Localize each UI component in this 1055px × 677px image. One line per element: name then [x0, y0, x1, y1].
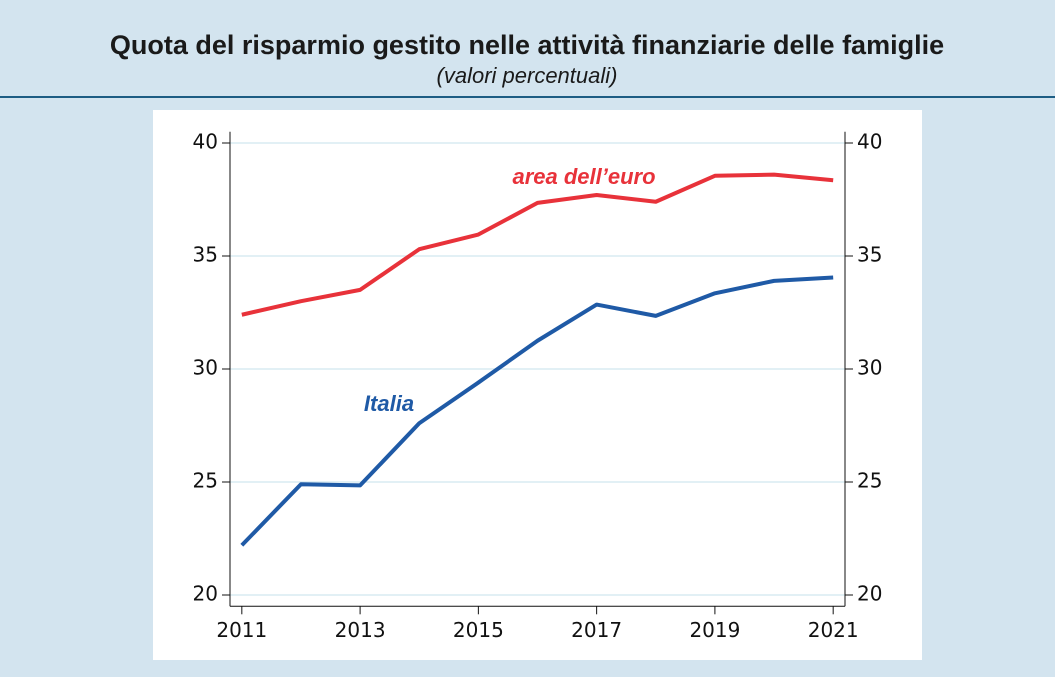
y2-tick-label: 20	[857, 582, 882, 606]
chart-title: Quota del risparmio gestito nelle attivi…	[110, 30, 944, 60]
x-tick-label: 2015	[453, 618, 504, 642]
y2-tick-label: 40	[857, 130, 882, 154]
x-tick-label: 2013	[335, 618, 386, 642]
y2-tick-label: 30	[857, 356, 882, 380]
y-tick-label: 40	[193, 130, 218, 154]
plot-panel	[153, 110, 922, 660]
y-tick-label: 35	[193, 243, 218, 267]
y2-tick-label: 25	[857, 469, 882, 493]
series-label: area dell’euro	[512, 164, 655, 189]
y-tick-label: 20	[193, 582, 218, 606]
x-tick-label: 2011	[216, 618, 267, 642]
line-series	[240, 275, 834, 547]
x-tick-label: 2017	[571, 618, 622, 642]
y-tick-label: 30	[193, 356, 218, 380]
series-label: Italia	[364, 391, 414, 416]
line-series	[241, 172, 834, 317]
y2-tick-label: 35	[857, 243, 882, 267]
x-tick-label: 2021	[808, 618, 859, 642]
chart-subtitle: (valori percentuali)	[437, 63, 618, 88]
x-tick-label: 2019	[689, 618, 740, 642]
y-tick-label: 25	[193, 469, 218, 493]
